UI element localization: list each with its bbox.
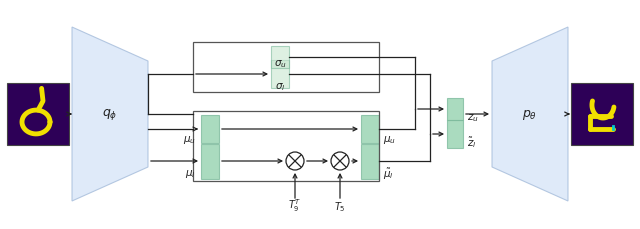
- Text: $\tilde{z}_l$: $\tilde{z}_l$: [467, 135, 477, 150]
- Text: $\tilde{\mu}_l$: $\tilde{\mu}_l$: [383, 166, 394, 181]
- Text: $p_\theta$: $p_\theta$: [522, 108, 538, 121]
- Text: $\mu_u$: $\mu_u$: [383, 134, 396, 145]
- Text: $z_u$: $z_u$: [467, 112, 479, 123]
- FancyBboxPatch shape: [271, 61, 289, 89]
- FancyBboxPatch shape: [361, 144, 379, 179]
- FancyBboxPatch shape: [7, 84, 69, 145]
- FancyBboxPatch shape: [447, 98, 463, 120]
- Text: $\mu_u$: $\mu_u$: [183, 134, 196, 145]
- FancyBboxPatch shape: [361, 115, 379, 143]
- Polygon shape: [492, 28, 568, 201]
- FancyBboxPatch shape: [271, 47, 289, 69]
- FancyBboxPatch shape: [571, 84, 633, 145]
- Text: $\mu_l$: $\mu_l$: [185, 167, 196, 179]
- Text: $T_5$: $T_5$: [334, 199, 346, 213]
- Text: $q_\phi$: $q_\phi$: [102, 107, 118, 122]
- Polygon shape: [72, 28, 148, 201]
- FancyBboxPatch shape: [201, 115, 219, 143]
- FancyBboxPatch shape: [201, 144, 219, 179]
- Text: $T_9^T$: $T_9^T$: [289, 196, 301, 213]
- FancyBboxPatch shape: [447, 120, 463, 148]
- Text: $\sigma_u$: $\sigma_u$: [273, 58, 287, 70]
- Text: $\sigma_l$: $\sigma_l$: [275, 81, 285, 93]
